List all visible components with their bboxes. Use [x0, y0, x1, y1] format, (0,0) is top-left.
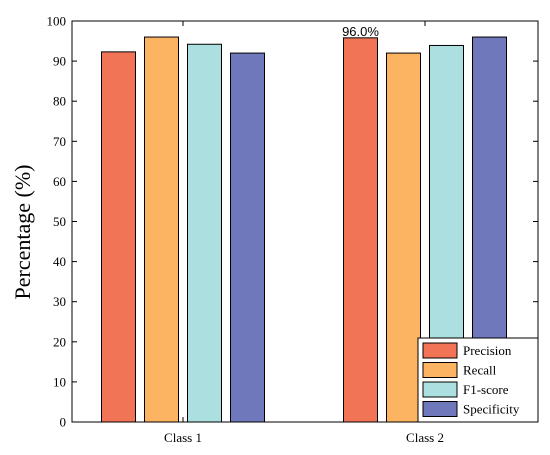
legend-label-recall: Recall [463, 363, 497, 378]
bar-f1-score-1 [187, 43, 222, 423]
legend-swatch-f1-score [422, 381, 458, 398]
legend-label-precision: Precision [463, 343, 512, 358]
y-tick-label: 100 [47, 14, 67, 29]
bar-recall-2 [386, 52, 421, 423]
x-tick-label: Class 2 [406, 430, 444, 445]
legend-swatch-recall [422, 362, 458, 378]
y-tick-label: 60 [53, 174, 66, 189]
legend: Precision Recall F1-score Specificity [417, 337, 539, 423]
legend-swatch-precision [422, 342, 458, 359]
y-tick-label: 0 [60, 415, 67, 430]
y-tick-label: 70 [53, 134, 66, 149]
y-tick-label: 50 [53, 214, 66, 229]
x-tick-label: Class 1 [164, 430, 202, 445]
y-axis-label: Percentage (%) [10, 165, 35, 300]
y-tick-label: 80 [53, 94, 66, 109]
bar-specificity-1 [230, 52, 265, 423]
bar-precision-2 [343, 37, 378, 423]
y-tick-label: 90 [53, 54, 66, 69]
y-tick-label: 40 [53, 254, 66, 269]
legend-label-specificity: Specificity [463, 402, 520, 417]
y-tick-label: 30 [53, 294, 66, 309]
bar-recall-1 [144, 36, 179, 423]
y-axis-ticks: 0 10 20 30 40 50 60 70 80 90 100 [47, 14, 538, 430]
legend-swatch-specificity [422, 401, 458, 417]
annotation-label: 96.0% [342, 24, 379, 39]
y-tick-label: 10 [53, 374, 66, 389]
bar-precision-1 [101, 51, 136, 423]
legend-label-f1-score: F1-score [463, 382, 509, 397]
y-tick-label: 20 [53, 334, 66, 349]
x-axis-ticks: Class 1 Class 2 [164, 21, 444, 445]
